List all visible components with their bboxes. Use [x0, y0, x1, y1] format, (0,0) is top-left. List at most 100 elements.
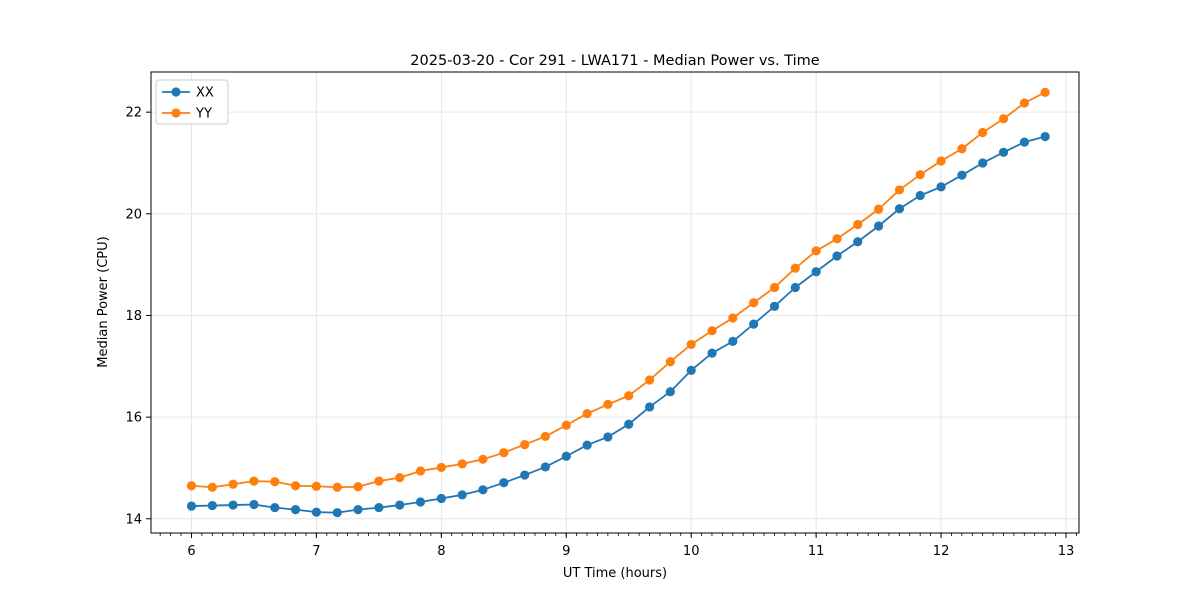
- legend-item-XX: XX: [162, 86, 214, 101]
- data-point-marker: [624, 391, 634, 401]
- data-point-marker: [186, 501, 197, 511]
- y-axis-label: Median Power (CPU): [96, 236, 111, 367]
- series-line-YY: [191, 91, 1046, 489]
- legend: XX YY: [155, 79, 229, 125]
- data-point-marker: [332, 508, 342, 518]
- data-point-marker: [811, 267, 821, 277]
- legend-label: XX: [196, 86, 214, 101]
- x-tick-label: 13: [1058, 544, 1075, 559]
- data-point-marker: [207, 482, 217, 492]
- data-point-marker: [374, 502, 384, 513]
- x-tick-label: 11: [808, 544, 825, 559]
- data-point-marker: [707, 326, 717, 336]
- data-point-marker: [728, 313, 738, 323]
- data-point-marker: [853, 219, 863, 230]
- legend-marker: [171, 87, 181, 97]
- data-point-marker: [520, 470, 530, 480]
- data-point-marker: [936, 182, 946, 192]
- data-point-marker: [582, 408, 592, 419]
- data-point-marker: [915, 170, 925, 180]
- data-point-marker: [228, 500, 238, 510]
- chart-title: 2025-03-20 - Cor 291 - LWA171 - Median P…: [410, 53, 819, 69]
- data-point-marker: [457, 490, 467, 500]
- y-tick-label: 14: [125, 512, 142, 527]
- data-point-marker: [290, 505, 301, 515]
- x-tick-label: 10: [683, 544, 700, 559]
- data-point-marker: [415, 466, 426, 476]
- legend-label: YY: [195, 107, 212, 122]
- axis-ticks: [146, 111, 1077, 538]
- data-point-marker: [874, 204, 884, 214]
- data-point-marker: [561, 420, 571, 430]
- data-point-marker: [353, 505, 363, 515]
- data-point-marker: [540, 462, 551, 472]
- x-tick-label: 12: [933, 544, 950, 559]
- data-point-marker: [436, 493, 446, 504]
- data-point-marker: [665, 387, 675, 397]
- data-point-marker: [353, 482, 363, 492]
- data-point-marker: [270, 477, 280, 487]
- data-point-marker: [395, 500, 405, 510]
- data-point-marker: [874, 221, 884, 231]
- data-point-marker: [603, 432, 613, 442]
- data-point-marker: [645, 402, 655, 412]
- y-tick-label: 22: [125, 106, 142, 121]
- data-point-marker: [645, 375, 655, 385]
- data-point-marker: [998, 147, 1009, 157]
- data-point-marker: [894, 185, 905, 195]
- legend-marker: [171, 108, 181, 118]
- data-point-marker: [769, 282, 780, 293]
- axis-tick-labels: 6 7 8 9 10 11 12 13 14 16 18 20 22: [125, 106, 1074, 559]
- x-axis-label: UT Time (hours): [563, 566, 667, 581]
- data-point-marker: [1019, 98, 1030, 108]
- data-point-marker: [686, 365, 696, 375]
- data-point-marker: [1019, 137, 1030, 147]
- data-point-marker: [832, 234, 842, 244]
- data-point-marker: [957, 144, 967, 154]
- data-point-marker: [624, 419, 634, 429]
- data-point-marker: [749, 319, 759, 329]
- data-point-marker: [769, 301, 780, 311]
- data-point-marker: [665, 357, 675, 367]
- y-tick-label: 18: [125, 309, 142, 324]
- data-point-marker: [936, 156, 946, 166]
- data-point-marker: [686, 339, 696, 350]
- data-point-marker: [395, 472, 405, 483]
- data-point-marker: [811, 246, 821, 256]
- data-point-marker: [478, 485, 488, 495]
- y-tick-label: 16: [125, 411, 142, 426]
- data-point-marker: [853, 237, 863, 247]
- data-point-marker: [499, 448, 509, 458]
- x-tick-label: 7: [312, 544, 320, 559]
- data-point-marker: [790, 263, 800, 273]
- legend-item-YY: YY: [162, 107, 212, 122]
- data-point-marker: [603, 399, 613, 410]
- plot-area-border: [150, 71, 1080, 534]
- data-point-marker: [186, 481, 197, 491]
- data-point-marker: [832, 251, 842, 261]
- data-point-marker: [915, 190, 925, 201]
- data-point-marker: [436, 462, 446, 473]
- data-point-marker: [978, 127, 988, 138]
- data-point-marker: [894, 204, 905, 214]
- data-point-marker: [728, 336, 738, 346]
- data-point-marker: [311, 481, 322, 491]
- data-point-marker: [582, 440, 592, 450]
- data-point-marker: [415, 497, 426, 507]
- data-point-marker: [332, 482, 342, 492]
- data-point-marker: [457, 459, 467, 469]
- data-point-marker: [270, 502, 280, 513]
- data-point-marker: [499, 478, 509, 488]
- data-point-marker: [790, 282, 800, 293]
- x-tick-label: 6: [187, 544, 195, 559]
- series-YY: [186, 87, 1050, 492]
- data-point-marker: [1040, 87, 1050, 97]
- y-tick-label: 20: [125, 207, 142, 222]
- data-point-marker: [311, 507, 322, 517]
- grid-lines: [151, 72, 1079, 533]
- data-point-marker: [561, 451, 571, 461]
- data-point-marker: [207, 500, 217, 511]
- legend-box: [155, 79, 229, 125]
- data-point-marker: [290, 481, 301, 491]
